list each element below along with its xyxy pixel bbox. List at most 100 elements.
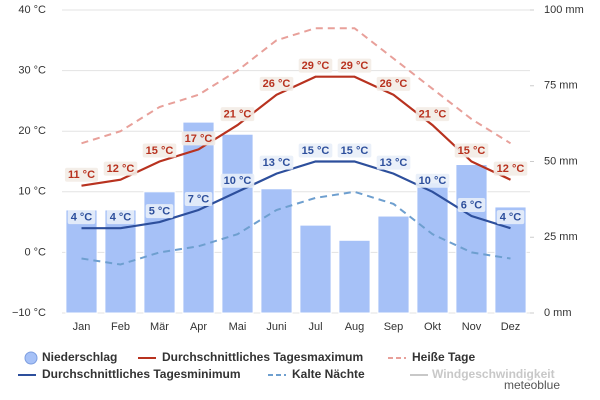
bar [338,239,371,314]
value-label-bg [457,198,486,213]
value-label-bg [259,155,294,170]
value-label: 13 °C [259,155,294,170]
value-label: 15 °C [337,143,372,158]
y2-tick-label: 25 mm [544,231,578,243]
value-label-bg [376,76,411,91]
value-label-bg [145,204,174,219]
value-label: 12 °C [103,161,138,176]
value-label: 29 °C [337,58,372,73]
value-label-bg [298,143,333,158]
value-label-text: 13 °C [263,157,291,169]
value-label-text: 15 °C [302,145,330,157]
value-label-bg [415,107,450,122]
legend-label: Kalte Nächte [292,367,365,381]
value-label-text: 6 °C [461,199,483,211]
value-label: 5 °C [145,204,174,219]
bar [65,209,98,314]
line [81,160,511,230]
legend-swatch [24,351,38,365]
bar [299,224,332,314]
value-label-bg [64,167,99,182]
x-tick-label: Mär [150,321,169,333]
value-label-text: 26 °C [380,78,408,90]
y-tick-label: 30 °C [18,65,46,77]
credit: meteoblue [504,378,560,392]
value-label-bg [454,143,489,158]
value-label: 29 °C [298,58,333,73]
x-tick-label: Apr [190,321,207,333]
y-tick-label: 0 °C [24,246,46,258]
value-label-text: 7 °C [188,193,210,205]
x-tick-label: Jul [308,321,322,333]
line [81,75,511,187]
value-label: 4 °C [496,210,525,225]
value-label-text: 4 °C [110,212,132,224]
value-label: 15 °C [298,143,333,158]
value-label-text: 26 °C [263,78,291,90]
y-tick-label: −10 °C [12,307,46,319]
y2-tick-label: 0 mm [544,307,572,319]
value-label-bg [181,131,216,146]
bar [455,164,488,314]
bar [182,121,215,314]
value-label-bg [220,173,255,188]
legend-label: Heiße Tage [412,350,475,364]
x-tick-label: Mai [229,321,247,333]
value-label-bg [259,76,294,91]
value-label: 10 °C [415,173,450,188]
value-label-bg [106,210,135,225]
dashed-line [81,190,511,266]
value-label-text: 21 °C [224,109,252,121]
value-label: 4 °C [67,210,96,225]
x-tick-label: Juni [266,321,286,333]
value-label-bg [337,143,372,158]
value-label: 21 °C [415,107,450,122]
value-label-bg [415,173,450,188]
value-label-text: 4 °C [500,212,522,224]
value-label: 26 °C [259,76,294,91]
bar [377,215,410,314]
value-label: 12 °C [493,161,528,176]
value-label: 26 °C [376,76,411,91]
value-label-bg [184,191,213,206]
value-label-text: 29 °C [302,60,330,72]
legend-label: Windgeschwindigkeit [432,367,555,381]
value-label: 11 °C [64,167,99,182]
value-label-text: 13 °C [380,157,408,169]
x-tick-label: Nov [462,321,482,333]
value-label-bg [103,161,138,176]
dashed-line [81,27,512,145]
bar [260,188,293,314]
value-label-text: 10 °C [224,175,252,187]
value-label-text: 5 °C [149,206,171,218]
value-label-text: 15 °C [341,145,369,157]
value-label: 21 °C [220,107,255,122]
value-label-bg [220,107,255,122]
y2-tick-label: 50 mm [544,155,578,167]
x-tick-label: Jan [73,321,91,333]
value-label: 15 °C [142,143,177,158]
value-label-bg [376,155,411,170]
value-label-text: 15 °C [146,145,174,157]
value-label: 4 °C [106,210,135,225]
bar [221,133,254,314]
value-label-text: 17 °C [185,133,213,145]
y-tick-label: 40 °C [18,4,46,16]
value-label-text: 29 °C [341,60,369,72]
y2-tick-label: 100 mm [544,4,584,16]
value-label-bg [496,210,525,225]
value-label: 13 °C [376,155,411,170]
value-label-bg [493,161,528,176]
legend-label: Niederschlag [42,350,117,364]
legend-label: Durchschnittliches Tagesminimum [42,367,241,381]
x-tick-label: Okt [424,321,441,333]
value-label-text: 21 °C [419,109,447,121]
value-label-text: 12 °C [107,163,135,175]
y-tick-label: 10 °C [18,186,46,198]
x-tick-label: Feb [111,321,130,333]
value-label-bg [142,143,177,158]
value-label: 15 °C [454,143,489,158]
value-label-text: 11 °C [68,169,95,181]
value-label-bg [298,58,333,73]
